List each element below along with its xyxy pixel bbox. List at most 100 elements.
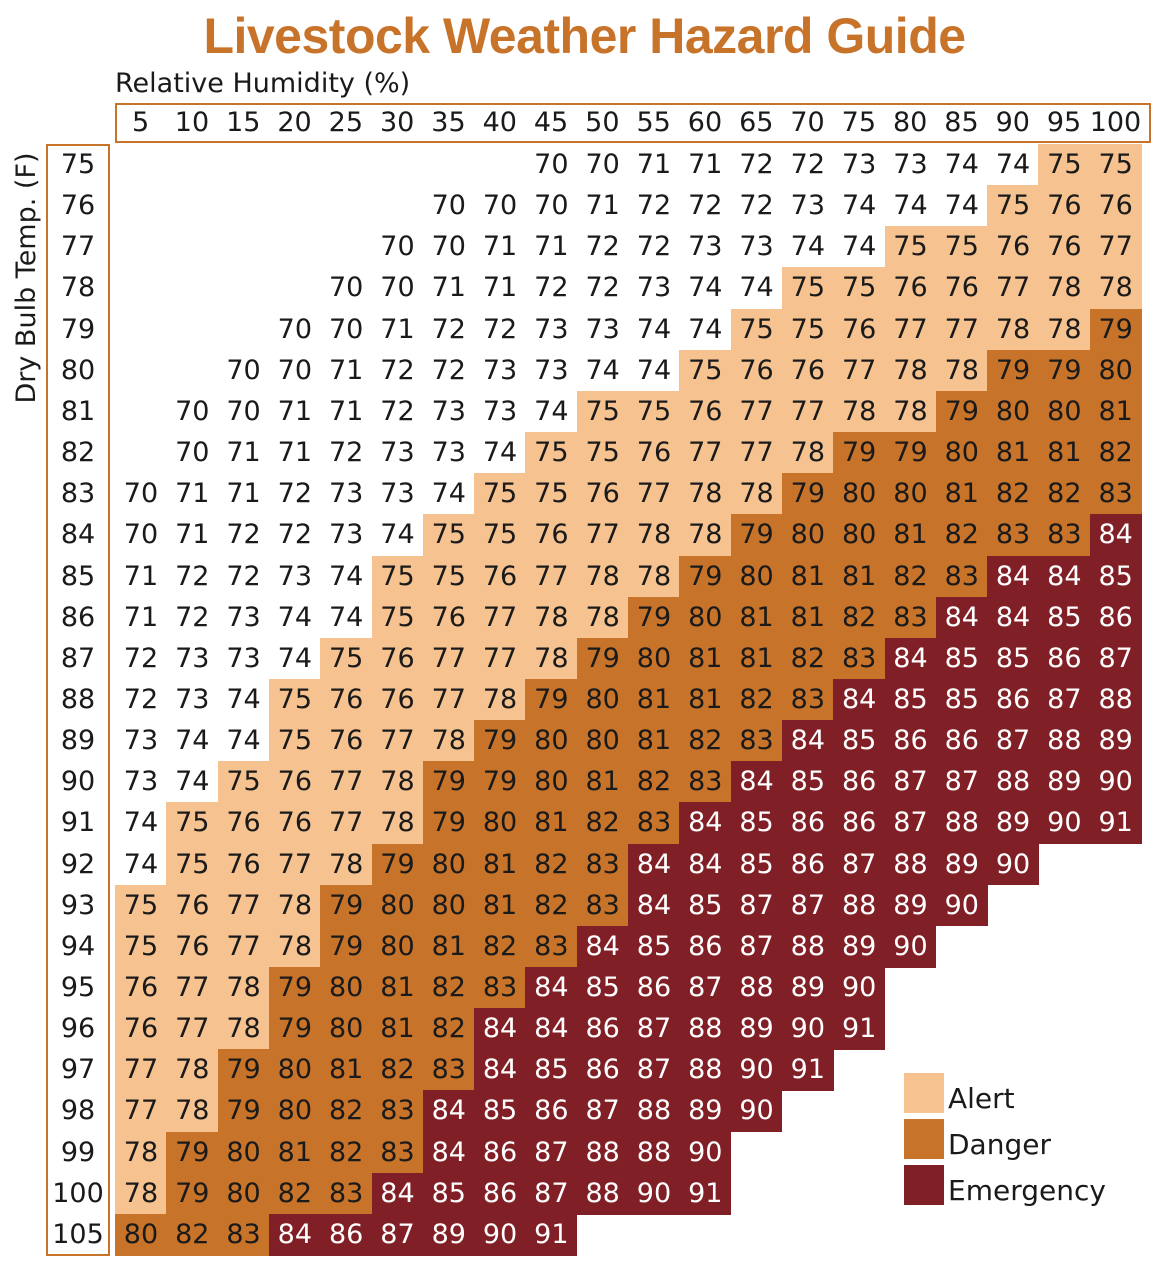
heatmap-cell: 79 xyxy=(987,349,1039,392)
heatmap-cell: 76 xyxy=(576,473,629,515)
heatmap-cell: 77 xyxy=(628,473,680,515)
heatmap-cell: 78 xyxy=(1038,267,1091,310)
heatmap-cell: 82 xyxy=(320,1090,373,1133)
heatmap-cell: 91 xyxy=(781,1049,834,1092)
x-tick-label: 95 xyxy=(1046,107,1082,138)
heatmap-cell: 84 xyxy=(474,1008,526,1050)
heatmap-cell: 85 xyxy=(987,637,1039,680)
heatmap-cell: 82 xyxy=(1038,473,1091,515)
heatmap-cell: 72 xyxy=(431,354,466,386)
heatmap-cell: 74 xyxy=(431,478,466,510)
heatmap-cell: 87 xyxy=(730,884,783,927)
heatmap-cell: 74 xyxy=(636,313,672,345)
heatmap-cell: 75 xyxy=(422,555,475,598)
heatmap-cell: 83 xyxy=(884,596,937,639)
heatmap-cell: 77 xyxy=(987,267,1039,310)
heatmap-cell: 80 xyxy=(371,884,424,927)
heatmap-cell: 75 xyxy=(833,267,886,310)
heatmap-cell: 76 xyxy=(217,843,270,886)
heatmap-cell: 80 xyxy=(576,678,629,721)
heatmap-cell: 78 xyxy=(320,843,373,886)
legend-label-danger: Danger xyxy=(948,1128,1051,1161)
x-tick-label: 70 xyxy=(790,107,825,138)
heatmap-cell: 82 xyxy=(628,761,680,803)
heatmap-cell: 73 xyxy=(123,766,159,798)
y-tick-label: 99 xyxy=(60,1136,96,1168)
heatmap-cell: 79 xyxy=(1038,349,1091,392)
heatmap-cell: 84 xyxy=(730,761,783,803)
heatmap-cell: 85 xyxy=(935,678,988,721)
heatmap-cell: 84 xyxy=(268,1213,321,1256)
y-axis-frame xyxy=(46,144,110,1256)
heatmap-cell: 75 xyxy=(730,308,783,351)
heatmap-cell: 86 xyxy=(525,1090,578,1133)
heatmap-cell: 85 xyxy=(1038,596,1091,639)
heatmap-cell: 74 xyxy=(688,272,723,304)
heatmap-cell: 77 xyxy=(833,349,886,392)
heatmap-cell: 87 xyxy=(525,1172,578,1215)
heatmap-cell: 77 xyxy=(320,802,373,845)
heatmap-cell: 75 xyxy=(679,349,732,392)
x-tick-label: 30 xyxy=(379,107,415,138)
heatmap-cell: 84 xyxy=(833,678,886,721)
heatmap-cell: 70 xyxy=(123,478,159,510)
heatmap-cell: 81 xyxy=(1089,390,1142,433)
heatmap-cell: 74 xyxy=(636,354,672,386)
heatmap-cell: 77 xyxy=(1089,226,1142,269)
heatmap-cell: 83 xyxy=(576,843,629,886)
heatmap-cell: 74 xyxy=(841,231,877,263)
heatmap-cell: 80 xyxy=(268,1090,321,1133)
heatmap-cell: 84 xyxy=(525,1008,578,1050)
heatmap-cell: 73 xyxy=(328,519,364,551)
heatmap-cell: 90 xyxy=(1038,802,1091,845)
heatmap-cell: 70 xyxy=(534,149,569,180)
heatmap-cell: 79 xyxy=(166,1131,219,1174)
heatmap-cell: 88 xyxy=(679,1008,732,1050)
heatmap-cell: 87 xyxy=(781,884,834,927)
x-axis-label: Relative Humidity (%) xyxy=(115,68,411,99)
heatmap-cell: 82 xyxy=(679,720,732,762)
heatmap-cell: 80 xyxy=(884,473,937,515)
heatmap-cell: 71 xyxy=(328,354,364,386)
heatmap-cell: 79 xyxy=(730,514,783,557)
y-tick-label: 85 xyxy=(60,560,96,592)
heatmap-cell: 78 xyxy=(217,967,270,1009)
x-tick-label: 5 xyxy=(132,107,150,138)
heatmap-cell: 78 xyxy=(1089,267,1142,310)
heatmap-cell: 77 xyxy=(576,514,629,557)
heatmap-cell: 80 xyxy=(730,555,783,598)
heatmap-cell: 83 xyxy=(781,678,834,721)
heatmap-cell: 80 xyxy=(833,514,886,557)
heatmap-cell: 81 xyxy=(1038,432,1091,474)
x-tick-label: 15 xyxy=(226,107,261,138)
heatmap-cell: 88 xyxy=(730,967,783,1009)
heatmap-cell: 81 xyxy=(268,1131,321,1174)
heatmap-cell: 79 xyxy=(576,637,629,680)
heatmap-cell: 75 xyxy=(217,761,270,803)
heatmap-cell: 77 xyxy=(679,432,732,474)
heatmap-cell: 82 xyxy=(884,555,937,598)
heatmap-cell: 87 xyxy=(730,925,783,968)
heatmap-cell: 74 xyxy=(175,766,210,798)
heatmap-cell: 76 xyxy=(1038,185,1091,227)
y-tick-label: 75 xyxy=(60,149,96,180)
heatmap-cell: 84 xyxy=(1089,514,1142,557)
heatmap-cell: 74 xyxy=(277,642,313,674)
heatmap-cell: 72 xyxy=(123,683,159,715)
heatmap-cell: 70 xyxy=(175,395,210,427)
heatmap-cell: 88 xyxy=(781,925,834,968)
x-tick-label: 60 xyxy=(687,107,723,138)
heatmap-cell: 76 xyxy=(166,884,219,927)
y-tick-label: 78 xyxy=(60,272,96,304)
heatmap-cell: 82 xyxy=(166,1213,219,1256)
heatmap-cell: 81 xyxy=(576,761,629,803)
heatmap-cell: 70 xyxy=(328,313,364,345)
heatmap-cell: 79 xyxy=(268,1008,321,1050)
heatmap-cell: 88 xyxy=(628,1090,680,1133)
heatmap-cell: 89 xyxy=(884,884,937,927)
heatmap-cell: 73 xyxy=(431,395,466,427)
heatmap-cell: 71 xyxy=(123,601,159,633)
y-tick-label: 77 xyxy=(60,231,96,263)
heatmap-cell: 75 xyxy=(371,596,424,639)
heatmap-cell: 71 xyxy=(175,519,210,551)
